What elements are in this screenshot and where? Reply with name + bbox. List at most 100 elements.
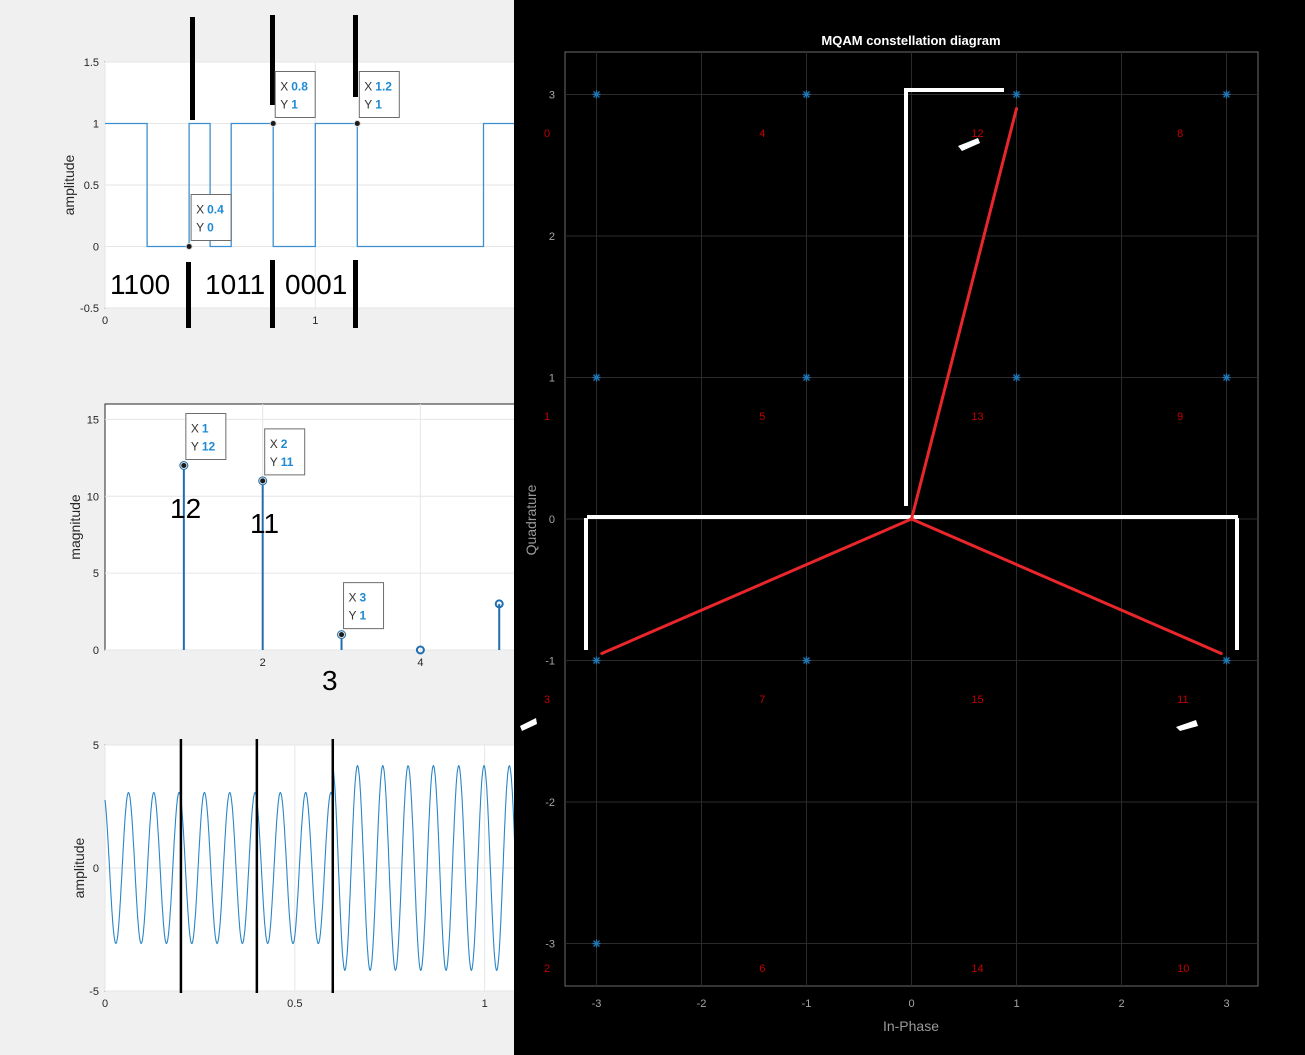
magnitude-xtick-label: 2 — [260, 657, 266, 669]
symbol-index-label: 8 — [1177, 128, 1183, 140]
constellation-xtick-label: 0 — [908, 998, 914, 1010]
bitstream-ytick-label: 1 — [93, 119, 99, 131]
constellation-point — [1222, 373, 1231, 382]
overlay-arrowhead-1 — [958, 138, 980, 151]
constellation-point — [802, 656, 811, 665]
signal-xtick-label: 1 — [482, 998, 488, 1010]
constellation-ytick-label: 1 — [549, 372, 555, 384]
constellation-vectors — [600, 107, 1223, 655]
magnitude-datatip-x-value: 2 — [281, 437, 288, 451]
symbol-index-label: 15 — [971, 694, 983, 706]
constellation-point — [592, 939, 601, 948]
constellation-point — [1222, 656, 1231, 665]
constellation-point-stroke — [593, 374, 600, 381]
overlay-line-vertical — [904, 88, 908, 506]
symbol-index-label: 9 — [1177, 411, 1183, 423]
magnitude-datatip-x-value: 3 — [360, 591, 367, 605]
symbol-index-label: 5 — [759, 411, 765, 423]
symbol-index-label: 4 — [759, 128, 765, 140]
bit-boundary-mark-2-top — [270, 15, 275, 105]
bitstream-datatip-x-label: X — [196, 203, 204, 217]
bitstream-datatip-box — [190, 194, 232, 241]
bit-boundary-mark-3-bottom — [353, 260, 358, 328]
bitstream-series-line — [105, 122, 515, 248]
magnitude-datatip-y-label: Y — [191, 440, 199, 454]
magnitude-ytick-label: 15 — [87, 414, 99, 426]
constellation-point-stroke — [803, 374, 810, 381]
constellation-point — [1222, 90, 1231, 99]
symbol-index-label: 7 — [759, 694, 765, 706]
constellation-point — [1012, 90, 1021, 99]
bitgroup-label-2: 1011 — [205, 269, 265, 300]
magnitude-datatip-x-label: X — [349, 591, 357, 605]
bit-boundary-mark-2-bottom — [270, 260, 275, 328]
constellation-point-stroke — [803, 90, 810, 98]
magnitude-datatip-marker — [259, 477, 267, 485]
constellation-point — [802, 90, 811, 99]
bitstream-datatip-y-label: Y — [280, 98, 288, 112]
magnitude-ylabel: magnitude — [67, 494, 83, 560]
bitgroup-label-1: 1100 — [110, 269, 170, 300]
magnitude-datatip-box — [185, 413, 227, 460]
bitstream-xtick-label: 1 — [312, 315, 318, 327]
bitstream-ytick-label: 1.5 — [84, 57, 99, 69]
constellation-vector-line — [910, 517, 1223, 655]
constellation-point-stroke — [593, 90, 600, 98]
bit-boundary-mark-1-top — [190, 17, 195, 120]
magnitude-plot-axes — [104, 403, 516, 651]
magnitude-datatip-marker — [180, 462, 188, 469]
overlay-line-left — [584, 518, 588, 650]
magnitude-datatip-y-value: 11 — [281, 455, 294, 469]
magnitude-datatip-y-value: 1 — [360, 609, 367, 623]
symbol-boundary-marks — [179, 739, 335, 993]
symbol-index-label: 2 — [544, 963, 550, 975]
signal-xtick-label: 0.5 — [287, 998, 302, 1010]
magnitude-ytick-label: 10 — [87, 491, 99, 503]
constellation-point-stroke — [1013, 90, 1020, 98]
symbol-index-label: 13 — [971, 411, 983, 423]
bitstream-datatip-x-value: 1.2 — [375, 80, 392, 94]
constellation-vector-line — [910, 107, 1018, 521]
signal-ylabel: amplitude — [71, 837, 87, 898]
signal-ytick-label: 0 — [93, 863, 99, 875]
overlay-arrowhead-2 — [520, 718, 537, 731]
magnitude-plot-ticks: 0 5 10 15 2 4 — [87, 414, 424, 669]
magnitude-datatip-y-label: Y — [349, 609, 357, 623]
bitstream-datatip-box — [358, 71, 400, 118]
symbol-index-label: 14 — [971, 963, 983, 975]
bitstream-datatip-y-value: 1 — [375, 98, 382, 112]
stem-marker — [415, 645, 425, 655]
symbol-index-labels: 0 4 12 81 5 13 93 7 15 112 6 14 10 — [544, 128, 1189, 975]
bitstream-datatip-x-label: X — [280, 80, 288, 94]
bitstream-ytick-label: -0.5 — [80, 303, 99, 315]
constellation-point — [592, 90, 601, 99]
magnitude-xtick-label: 4 — [417, 657, 423, 669]
constellation-point — [1012, 373, 1021, 382]
bitgroup-label-3: 0001 — [285, 269, 347, 300]
bitstream-datatip-box — [274, 71, 316, 118]
bitstream-manual-annotations: 1100 1011 0001 — [110, 15, 358, 328]
bitstream-datatip-y-label: Y — [364, 98, 372, 112]
constellation-ytick-label: 3 — [549, 89, 555, 101]
signal-xtick-label: 0 — [102, 998, 108, 1010]
constellation-xtick-label: 3 — [1223, 998, 1229, 1010]
overlay-line-right — [1235, 518, 1239, 650]
constellation-xlabel: In-Phase — [883, 1018, 939, 1034]
stem-marker — [494, 599, 504, 609]
symbol-index-label: 0 — [544, 128, 550, 140]
constellation-point — [592, 656, 601, 665]
bitstream-datatip-y-value: 0 — [207, 221, 214, 235]
constellation-ytick-label: 2 — [549, 231, 555, 243]
constellation-point-stroke — [1223, 374, 1230, 381]
constellation-ytick-label: 0 — [549, 514, 555, 526]
magnitude-datatip-y-label: Y — [270, 455, 278, 469]
bitstream-ytick-label: 0.5 — [84, 180, 99, 192]
bitstream-plot: -0.500.511.50 1 amplitude 1100 1011 0001 … — [61, 15, 516, 328]
bitstream-datatip-y-value: 1 — [291, 98, 298, 112]
symbol-index-label: 12 — [971, 128, 983, 140]
constellation-ylabel: Quadrature — [523, 484, 539, 555]
magnitude-datatip-x-value: 1 — [202, 422, 209, 436]
signal-ytick-label: -5 — [89, 986, 99, 998]
